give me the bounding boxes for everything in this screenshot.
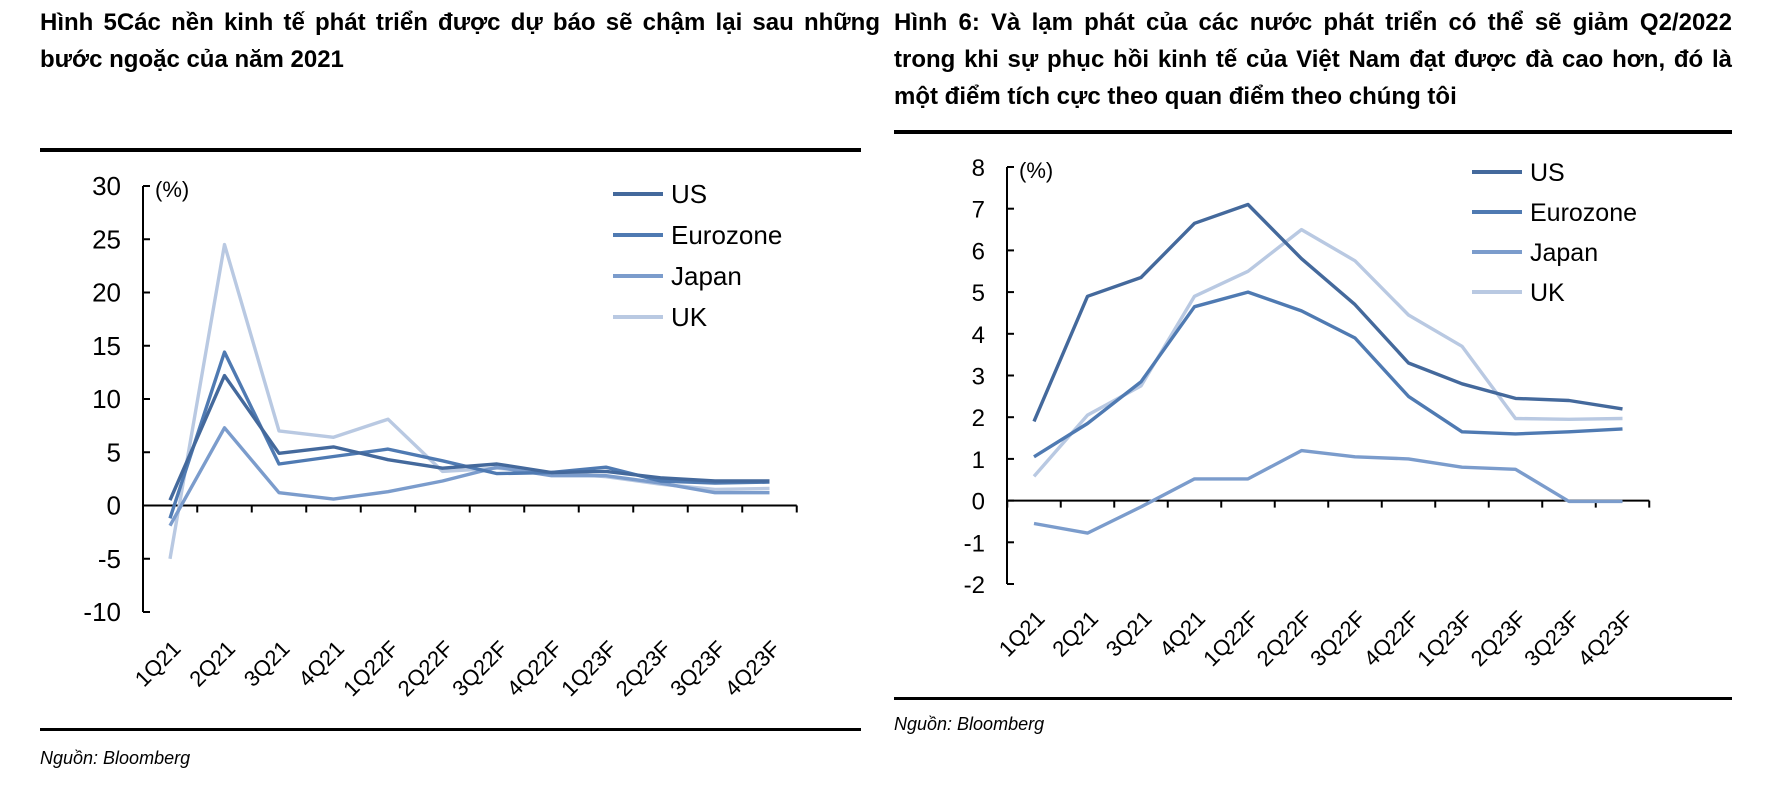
right-chart-y-tick-label: 2 (972, 405, 985, 432)
right-chart-y-tick-label: 0 (972, 489, 985, 516)
left-chart-x-tick-label: 1Q22F (338, 636, 403, 701)
right-chart-y-tick-label: 8 (972, 155, 985, 182)
left-chart-y-tick-label: 10 (92, 384, 121, 414)
left-chart-y-tick-label: 5 (107, 437, 121, 467)
right-chart-x-tick-label: 3Q22F (1305, 606, 1370, 671)
left-chart-unit-label: (%) (155, 177, 189, 202)
right-chart-x-tick-label: 4Q23F (1573, 606, 1638, 671)
right-chart-x-tick-label: 1Q22F (1198, 606, 1263, 671)
left-chart-series-line-eurozone (168, 350, 770, 519)
right-chart-x-tick-label: 3Q21 (1101, 606, 1157, 662)
left-chart-y-tick-label: -10 (83, 597, 121, 627)
right-chart-y-tick-label: 1 (972, 447, 985, 474)
right-chart-series-line-eurozone (1033, 290, 1623, 459)
right-chart-legend-label-us: US (1530, 159, 1565, 187)
right-chart-x-tick-label: 1Q21 (994, 606, 1050, 662)
figure-6-source: Nguồn: Bloomberg (894, 714, 1045, 734)
figure-5-top-rule (40, 148, 861, 152)
right-chart-y-tick-label: -2 (964, 572, 985, 599)
left-chart-y-tick-label: 20 (92, 278, 121, 308)
figure-6-panel: Hình 6: Và lạm phát của các nước phát tr… (880, 0, 1769, 785)
right-chart-series-line-japan (1033, 448, 1623, 535)
left-chart-legend-label-japan: Japan (671, 261, 742, 291)
right-chart-y-tick-label: 6 (972, 238, 985, 265)
left-chart-y-tick-label: -5 (98, 544, 121, 574)
figure-6-top-rule (894, 130, 1732, 134)
left-chart-legend-label-us: US (671, 179, 707, 209)
right-chart-series-line-us (1032, 202, 1623, 423)
right-chart-y-tick-label: 5 (972, 280, 985, 307)
right-chart-x-tick-label: 4Q22F (1359, 606, 1424, 671)
left-chart-x-tick-label: 2Q23F (611, 636, 676, 701)
left-chart-legend-label-eurozone: Eurozone (671, 220, 782, 250)
left-chart-x-tick-label: 3Q23F (665, 636, 730, 701)
left-chart-x-tick-label: 4Q22F (502, 636, 567, 701)
left-chart-x-tick-label: 4Q23F (720, 636, 785, 701)
right-chart-x-tick-label: 2Q23F (1466, 606, 1531, 671)
left-chart-y-tick-label: 30 (92, 171, 121, 201)
right-chart-y-tick-label: -1 (964, 530, 985, 557)
figure-6-title-line-3: một điểm tích cực theo quan điểm theo ch… (894, 83, 1457, 110)
right-chart-legend-label-eurozone: Eurozone (1530, 199, 1637, 227)
right-chart-x-tick-label: 3Q23F (1519, 606, 1584, 671)
right-chart-x-tick-label: 1Q23F (1412, 606, 1477, 671)
left-chart-x-tick-label: 2Q21 (184, 636, 240, 692)
figure-6-title: Hình 6: Và lạm phát của các nước phát tr… (894, 4, 1732, 115)
figure-5-title-line-2: bước ngoặc của năm 2021 (40, 46, 344, 73)
figure-5-title-line-1: Hình 5Các nền kinh tế phát triển được dự… (40, 9, 880, 36)
figure-6-bottom-rule (894, 697, 1732, 700)
right-chart-unit-label: (%) (1019, 158, 1053, 183)
right-chart-x-tick-label: 2Q21 (1047, 606, 1103, 662)
left-chart-series-line-us (168, 373, 770, 501)
left-chart-x-tick-label: 1Q23F (556, 636, 621, 701)
left-chart-x-tick-label: 3Q21 (239, 636, 295, 692)
right-chart-x-tick-label: 2Q22F (1252, 606, 1317, 671)
right-chart-legend-label-uk: UK (1530, 279, 1565, 307)
figure-5-bottom-rule (40, 728, 861, 731)
right-chart-y-tick-label: 7 (972, 197, 985, 224)
left-chart-y-tick-label: 15 (92, 331, 121, 361)
left-chart-y-tick-label: 25 (92, 224, 121, 254)
left-chart-x-tick-label: 1Q21 (130, 636, 186, 692)
figure-6-title-line-1: Hình 6: Và lạm phát của các nước phát tr… (894, 9, 1732, 36)
figure-5-panel: Hình 5Các nền kinh tế phát triển được dự… (0, 0, 880, 785)
right-chart-legend-label-japan: Japan (1530, 239, 1598, 267)
figure-6-title-line-2: trong khi sự phục hồi kinh tế của Việt N… (894, 46, 1732, 73)
left-chart-x-tick-label: 3Q22F (447, 636, 512, 701)
left-chart-series-line-japan (168, 426, 770, 527)
figure-5-title: Hình 5Các nền kinh tế phát triển được dự… (40, 4, 880, 78)
figure-5-source: Nguồn: Bloomberg (40, 748, 191, 768)
right-chart-y-tick-label: 4 (972, 322, 985, 349)
left-chart-x-tick-label: 2Q22F (393, 636, 458, 701)
left-chart-legend-label-uk: UK (671, 302, 708, 332)
right-chart-y-tick-label: 3 (972, 364, 985, 391)
left-chart-y-tick-label: 0 (107, 491, 121, 521)
